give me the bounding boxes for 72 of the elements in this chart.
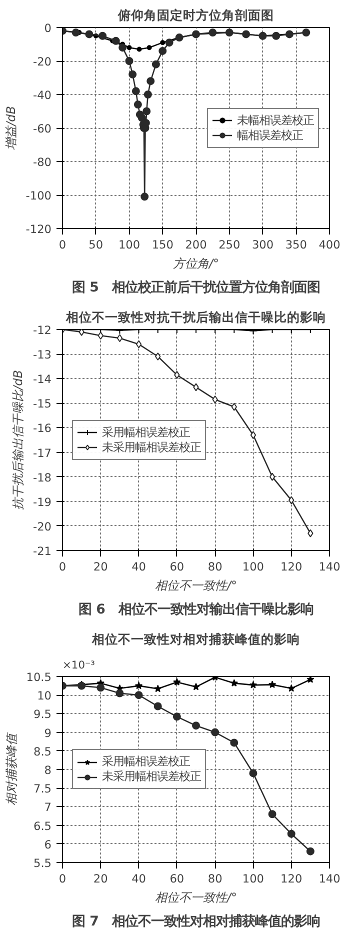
y-tick-label: -18 [33, 470, 52, 484]
legend-label: 采用幅相误差校正 [102, 424, 190, 440]
y-tick-label: -21 [33, 544, 52, 558]
legend-label: 未采用幅相误差校正 [102, 440, 201, 454]
x-tick-label: 0 [58, 560, 66, 574]
x-tick-label: 100 [242, 872, 264, 886]
x-tick-label: 300 [252, 238, 274, 252]
chart-title: 相位不一致性对相对捕获峰值的影响 [91, 632, 300, 646]
y-tick-label: -80 [33, 155, 52, 169]
chart-title: 相位不一致性对抗干扰后输出信干噪比的影响 [65, 310, 326, 324]
y-tick-label: -120 [26, 222, 52, 236]
y-tick-label: 10.5 [26, 670, 52, 684]
y-tick-label: 9.5 [33, 707, 52, 722]
x-tick-label: 0 [58, 238, 66, 252]
x-axis-title: 方位角/° [172, 256, 220, 270]
x-axis-title: 相位不一致性/° [154, 890, 238, 904]
x-tick-label: 120 [280, 560, 302, 574]
legend-label: 采用幅相误差校正 [102, 754, 190, 769]
x-tick-label: 400 [318, 238, 340, 252]
y-tick-label: 8 [44, 763, 52, 777]
y-tick-label: -100 [26, 188, 52, 202]
x-tick-label: 350 [285, 238, 307, 252]
text: ×10⁻³ [62, 658, 95, 672]
y-tick-label: 6 [44, 837, 52, 852]
legend-label: 未采用幅相误差校正 [102, 769, 201, 784]
y-tick-label: -12 [33, 323, 52, 337]
y-tick-label: 8.5 [33, 744, 52, 758]
x-tick-label: 120 [280, 872, 302, 886]
legend-label: 未幅相误差校正 [237, 112, 314, 128]
x-tick-label: 100 [242, 560, 264, 574]
x-tick-label: 0 [58, 872, 66, 886]
x-tick-label: 150 [152, 238, 174, 252]
y-tick-label: -16 [33, 421, 52, 436]
y-tick-label: -20 [33, 519, 52, 534]
x-tick-label: 100 [118, 238, 140, 252]
x-tick-label: 60 [170, 872, 184, 886]
chart-title: 俯仰角固定时方位角剖面图 [117, 8, 274, 22]
y-axis-title: 抗干扰后输出信干噪比/dB [11, 370, 25, 510]
y-tick-label: 7 [44, 800, 52, 814]
y-tick-label: -13 [33, 348, 52, 362]
x-tick-label: 40 [132, 560, 146, 574]
caption: 图 5 相位校正前后干扰位置方位角剖面图 [72, 280, 320, 296]
x-tick-label: 20 [93, 560, 108, 574]
legend-label: 幅相误差校正 [237, 128, 303, 142]
y-tick-label: 9 [44, 726, 52, 740]
x-tick-label: 40 [132, 872, 146, 886]
x-tick-label: 20 [93, 872, 108, 886]
y-tick-label: -60 [33, 122, 52, 136]
y-tick-label: 5.5 [33, 856, 52, 870]
y-tick-label: 10 [37, 688, 52, 703]
x-tick-label: 140 [318, 560, 340, 574]
y-tick-label: -19 [33, 494, 52, 509]
x-tick-label: 200 [185, 238, 207, 252]
y-tick-label: 7.5 [33, 782, 52, 796]
x-tick-label: 50 [88, 238, 104, 252]
y-tick-label: -40 [33, 88, 52, 102]
x-tick-label: 250 [218, 238, 240, 252]
caption: 图 7 相位不一致性对相对捕获峰值的影响 [72, 914, 320, 930]
y-axis-title: 相对捕获峰值 [4, 732, 18, 806]
x-tick-label: 80 [208, 560, 222, 574]
y-tick-label: 0 [44, 21, 52, 35]
y-tick-label: -20 [33, 54, 52, 68]
x-tick-label: 60 [170, 560, 184, 574]
y-axis-title: 增益/dB [4, 106, 18, 150]
x-tick-label: 80 [208, 872, 222, 886]
x-tick-label: 140 [318, 872, 340, 886]
y-tick-label: 6.5 [33, 818, 52, 833]
x-axis-title: 相位不一致性/° [154, 578, 238, 592]
y-tick-label: -17 [33, 446, 52, 460]
y-tick-label: -15 [33, 396, 52, 411]
caption: 图 6 相位不一致性对输出信干噪比影响 [78, 602, 314, 618]
y-tick-label: -14 [33, 372, 52, 386]
